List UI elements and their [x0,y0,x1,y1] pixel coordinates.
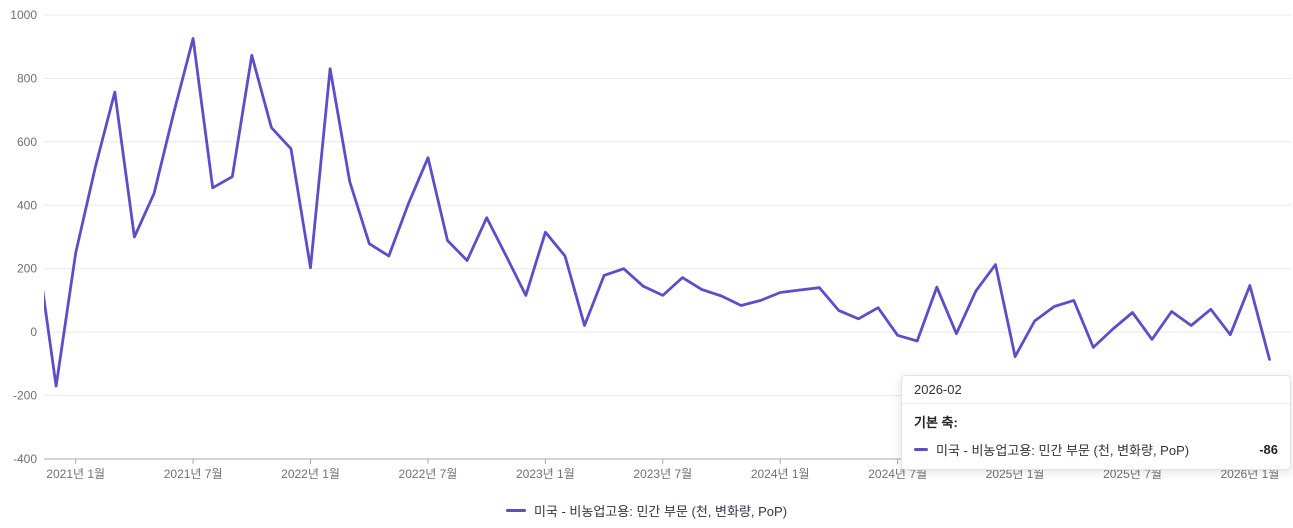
tooltip-series-value: -86 [1259,442,1278,457]
gridlines [44,14,1291,460]
svg-text:2022년 7월: 2022년 7월 [399,467,458,481]
legend: 미국 - 비농업고용: 민간 부문 (천, 변화량, PoP) [0,501,1293,520]
svg-text:200: 200 [17,262,37,276]
svg-text:2021년 1월: 2021년 1월 [46,467,105,481]
svg-text:800: 800 [17,71,37,85]
payrolls-line-series [44,37,1271,388]
y-axis-labels: -400 -200 0 200 400 600 800 1000 [10,8,37,466]
svg-text:2025년 7월: 2025년 7월 [1103,467,1162,481]
x-axis: 2021년 1월 2021년 7월 2022년 1월 2022년 7월 2023년 1월… [44,458,1291,481]
svg-text:2024년 7월: 2024년 7월 [868,467,927,481]
svg-text:0: 0 [30,325,37,339]
legend-item-payrolls[interactable]: 미국 - 비농업고용: 민간 부문 (천, 변화량, PoP) [505,501,788,520]
svg-text:2023년 1월: 2023년 1월 [516,467,575,481]
svg-text:2021년 7월: 2021년 7월 [164,467,223,481]
svg-text:-200: -200 [13,389,37,403]
legend-marker-icon [505,509,526,512]
svg-text:2024년 1월: 2024년 1월 [751,467,810,481]
svg-text:2022년 1월: 2022년 1월 [281,467,340,481]
svg-text:1000: 1000 [10,8,37,22]
legend-label: 미국 - 비농업고용: 민간 부문 (천, 변화량, PoP) [533,504,788,519]
svg-text:2023년 7월: 2023년 7월 [633,467,692,481]
svg-text:600: 600 [17,135,37,149]
tooltip-series-name: 미국 - 비농업고용: 민간 부문 (천, 변화량, PoP) [936,443,1190,458]
tooltip-title: 2026-02 [902,376,1290,404]
tooltip: 2026-02 기본 축: 미국 - 비농업고용: 민간 부문 (천, 변화량,… [901,375,1291,470]
series-marker-icon [914,448,928,451]
svg-text:2026년 1월: 2026년 1월 [1221,467,1280,481]
tooltip-series-row: 미국 - 비농업고용: 민간 부문 (천, 변화량, PoP) -86 [914,440,1278,459]
svg-text:400: 400 [17,198,37,212]
tooltip-axis-label: 기본 축: [914,415,958,430]
svg-text:-400: -400 [13,452,37,466]
svg-text:2025년 1월: 2025년 1월 [986,467,1045,481]
